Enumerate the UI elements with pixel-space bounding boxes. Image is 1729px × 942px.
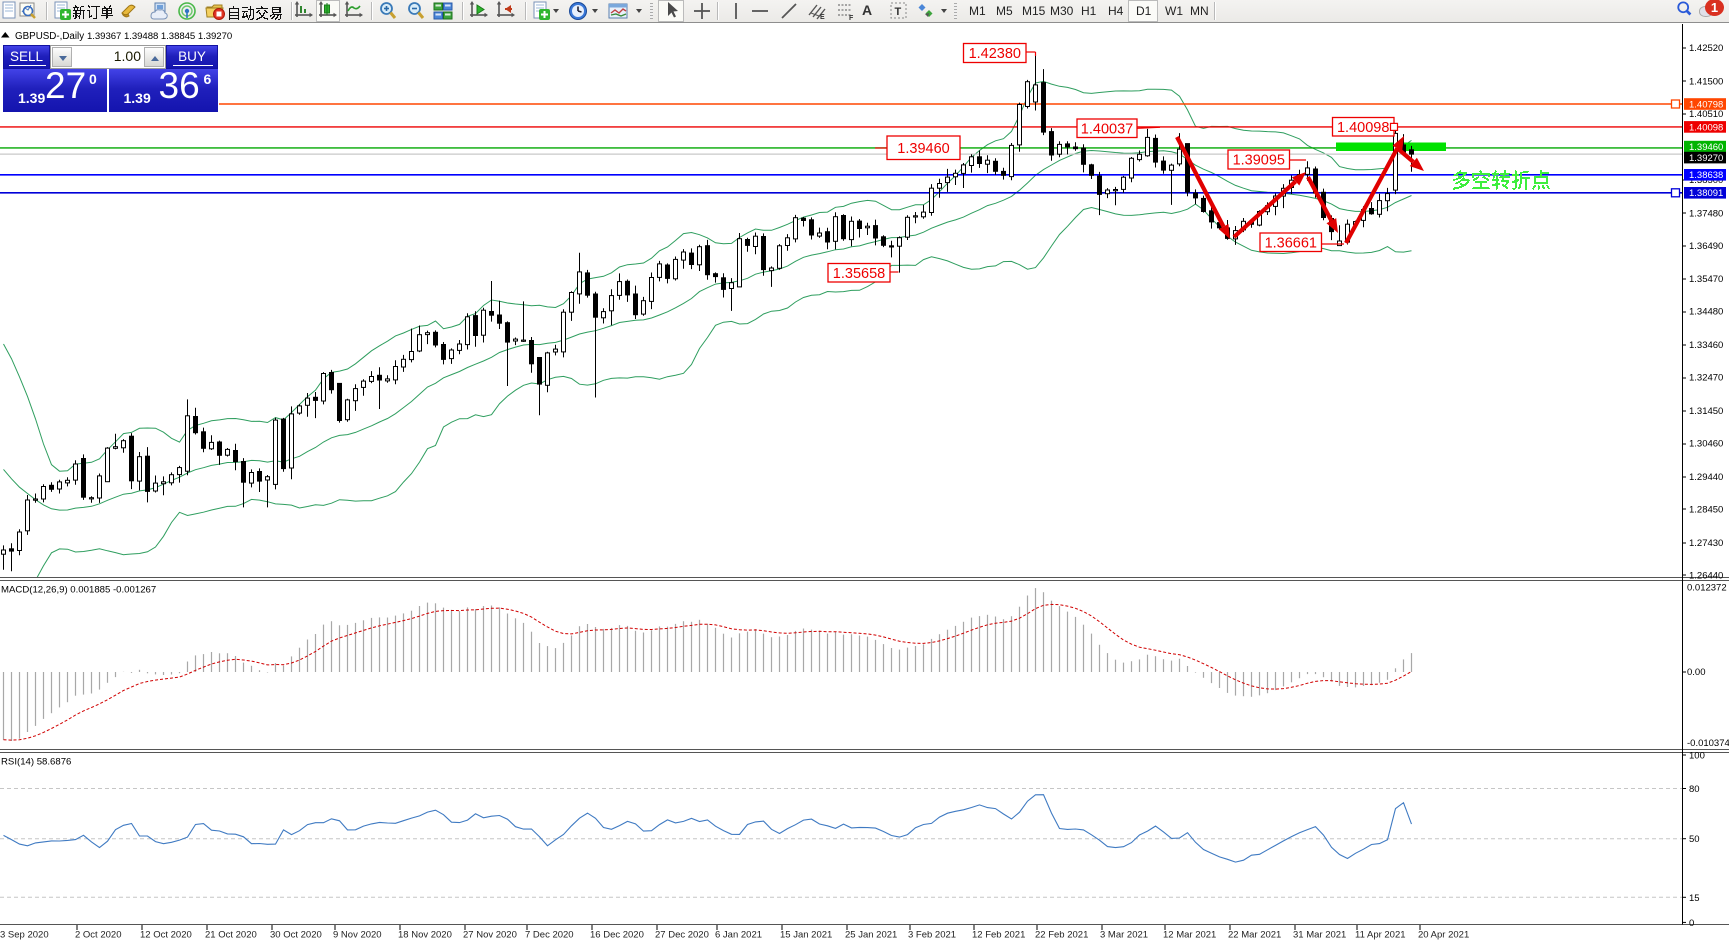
svg-text:16 Dec 2020: 16 Dec 2020	[590, 930, 644, 941]
svg-text:1.39460: 1.39460	[1689, 142, 1723, 153]
svg-text:27 Nov 2020: 27 Nov 2020	[463, 930, 517, 941]
svg-text:1.42520: 1.42520	[1689, 43, 1723, 54]
svg-text:1.41500: 1.41500	[1689, 77, 1723, 88]
svg-text:11 Apr 2021: 11 Apr 2021	[1355, 930, 1406, 941]
svg-text:1.40798: 1.40798	[1689, 99, 1723, 110]
svg-text:12 Feb 2021: 12 Feb 2021	[972, 930, 1025, 941]
svg-text:1.27430: 1.27430	[1689, 538, 1723, 549]
svg-text:0.00: 0.00	[1687, 667, 1706, 678]
svg-text:1.36490: 1.36490	[1689, 241, 1723, 252]
svg-text:9 Nov 2020: 9 Nov 2020	[333, 930, 382, 941]
svg-text:0: 0	[1689, 918, 1694, 929]
svg-text:F: F	[849, 15, 854, 21]
svg-text:25 Jan 2021: 25 Jan 2021	[845, 930, 897, 941]
svg-text:1.39095: 1.39095	[1233, 153, 1285, 169]
svg-text:1.42380: 1.42380	[969, 46, 1021, 62]
svg-text:18 Nov 2020: 18 Nov 2020	[398, 930, 452, 941]
svg-text:1.26440: 1.26440	[1689, 570, 1723, 581]
svg-text:1.33460: 1.33460	[1689, 340, 1723, 351]
svg-text:1.40098: 1.40098	[1689, 122, 1723, 133]
svg-text:-0.010374: -0.010374	[1687, 738, 1729, 749]
svg-text:21 Oct 2020: 21 Oct 2020	[205, 930, 257, 941]
svg-text:1.29440: 1.29440	[1689, 472, 1723, 483]
svg-text:1.32470: 1.32470	[1689, 373, 1723, 384]
svg-text:1.38091: 1.38091	[1689, 188, 1723, 199]
svg-text:1.34480: 1.34480	[1689, 307, 1723, 318]
svg-text:1.40510: 1.40510	[1689, 109, 1723, 120]
svg-text:1.36661: 1.36661	[1265, 236, 1317, 252]
svg-text:3 Mar 2021: 3 Mar 2021	[1100, 930, 1148, 941]
svg-text:1.39460: 1.39460	[897, 141, 949, 157]
svg-text:31 Mar 2021: 31 Mar 2021	[1293, 930, 1346, 941]
svg-text:6 Jan 2021: 6 Jan 2021	[715, 930, 762, 941]
svg-text:1.35658: 1.35658	[833, 266, 885, 282]
svg-text:1.40098: 1.40098	[1337, 120, 1389, 136]
svg-text:1.38638: 1.38638	[1689, 170, 1723, 181]
svg-text:T: T	[895, 6, 902, 18]
svg-text:1.39367 1.39488 1.38845 1.3927: 1.39367 1.39488 1.38845 1.39270	[87, 31, 232, 42]
svg-text:7 Dec 2020: 7 Dec 2020	[525, 930, 574, 941]
svg-text:3 Sep 2020: 3 Sep 2020	[0, 930, 49, 941]
svg-text:12 Mar 2021: 12 Mar 2021	[1163, 930, 1216, 941]
svg-text:15 Jan 2021: 15 Jan 2021	[780, 930, 832, 941]
svg-text:22 Feb 2021: 22 Feb 2021	[1035, 930, 1088, 941]
svg-text:80: 80	[1689, 784, 1700, 795]
svg-text:E: E	[820, 14, 825, 21]
svg-text:3 Feb 2021: 3 Feb 2021	[908, 930, 956, 941]
svg-text:30 Oct 2020: 30 Oct 2020	[270, 930, 322, 941]
svg-text:1.35470: 1.35470	[1689, 274, 1723, 285]
svg-text:15: 15	[1689, 893, 1700, 904]
svg-text:1.28450: 1.28450	[1689, 505, 1723, 516]
svg-text:22 Mar 2021: 22 Mar 2021	[1228, 930, 1281, 941]
svg-text:20 Apr 2021: 20 Apr 2021	[1418, 930, 1469, 941]
svg-text:1.40037: 1.40037	[1081, 122, 1133, 138]
svg-text:GBPUSD-,Daily: GBPUSD-,Daily	[15, 31, 84, 42]
svg-text:1.30460: 1.30460	[1689, 439, 1723, 450]
svg-text:MACD(12,26,9) 0.001885 -0.0012: MACD(12,26,9) 0.001885 -0.001267	[1, 585, 156, 596]
svg-text:1.39270: 1.39270	[1689, 153, 1723, 164]
svg-text:50: 50	[1689, 834, 1700, 845]
svg-text:12 Oct 2020: 12 Oct 2020	[140, 930, 192, 941]
svg-text:100: 100	[1689, 751, 1705, 762]
svg-text:2 Oct 2020: 2 Oct 2020	[75, 930, 121, 941]
svg-text:1.31450: 1.31450	[1689, 406, 1723, 417]
svg-text:0.012372: 0.012372	[1687, 583, 1727, 594]
svg-text:27 Dec 2020: 27 Dec 2020	[655, 930, 709, 941]
svg-text:1.37480: 1.37480	[1689, 208, 1723, 219]
svg-text:RSI(14) 58.6876: RSI(14) 58.6876	[1, 757, 71, 768]
